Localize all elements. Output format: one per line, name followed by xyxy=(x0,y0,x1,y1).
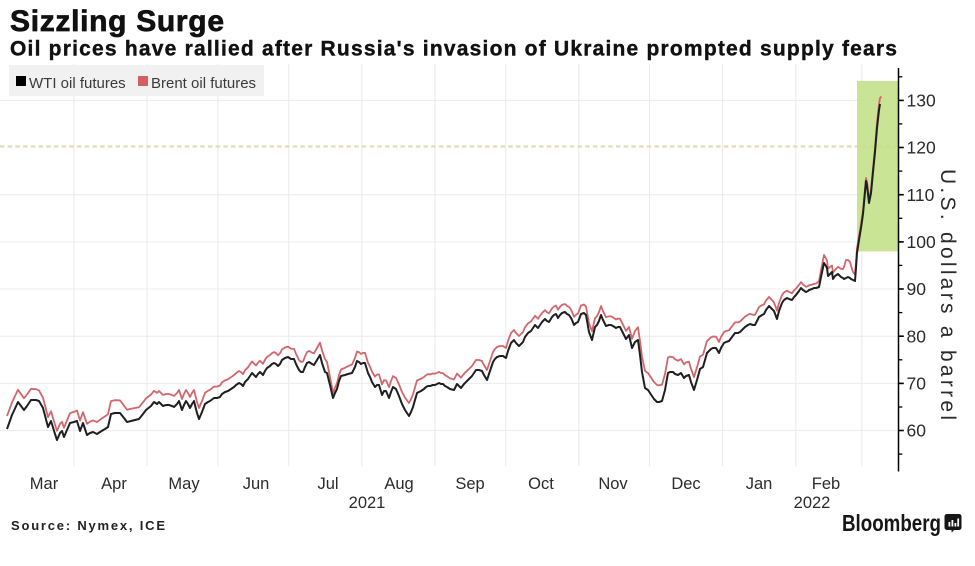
svg-text:Jul: Jul xyxy=(317,475,338,493)
svg-text:Feb: Feb xyxy=(812,475,840,493)
svg-text:Aug: Aug xyxy=(384,475,413,493)
svg-text:60: 60 xyxy=(907,421,927,441)
svg-text:Brent oil futures: Brent oil futures xyxy=(151,75,256,92)
svg-text:110: 110 xyxy=(907,185,935,205)
svg-text:Jan: Jan xyxy=(746,475,773,493)
svg-text:Bloomberg: Bloomberg xyxy=(842,510,941,536)
svg-text:80: 80 xyxy=(907,326,927,346)
svg-text:Source: Nymex, ICE: Source: Nymex, ICE xyxy=(11,518,165,533)
svg-text:70: 70 xyxy=(907,374,927,394)
svg-text:Sep: Sep xyxy=(455,475,484,493)
svg-text:120: 120 xyxy=(907,138,936,158)
svg-text:90: 90 xyxy=(907,279,927,299)
svg-text:Oil prices have rallied after: Oil prices have rallied after Russia's i… xyxy=(10,38,897,61)
svg-text:Sizzling Surge: Sizzling Surge xyxy=(10,5,224,38)
svg-text:2021: 2021 xyxy=(349,494,386,512)
svg-text:Nov: Nov xyxy=(598,475,628,493)
svg-text:100: 100 xyxy=(907,232,936,252)
svg-text:2022: 2022 xyxy=(794,494,831,512)
svg-text:Mar: Mar xyxy=(30,475,59,493)
svg-text:Oct: Oct xyxy=(528,475,554,493)
svg-text:May: May xyxy=(168,475,200,493)
svg-text:Dec: Dec xyxy=(671,475,700,493)
svg-text:U.S. dollars a barrel: U.S. dollars a barrel xyxy=(936,169,959,420)
svg-text:WTI oil futures: WTI oil futures xyxy=(29,75,126,92)
svg-text:Apr: Apr xyxy=(101,475,127,493)
svg-text:130: 130 xyxy=(907,91,936,111)
svg-text:Jun: Jun xyxy=(243,475,270,493)
